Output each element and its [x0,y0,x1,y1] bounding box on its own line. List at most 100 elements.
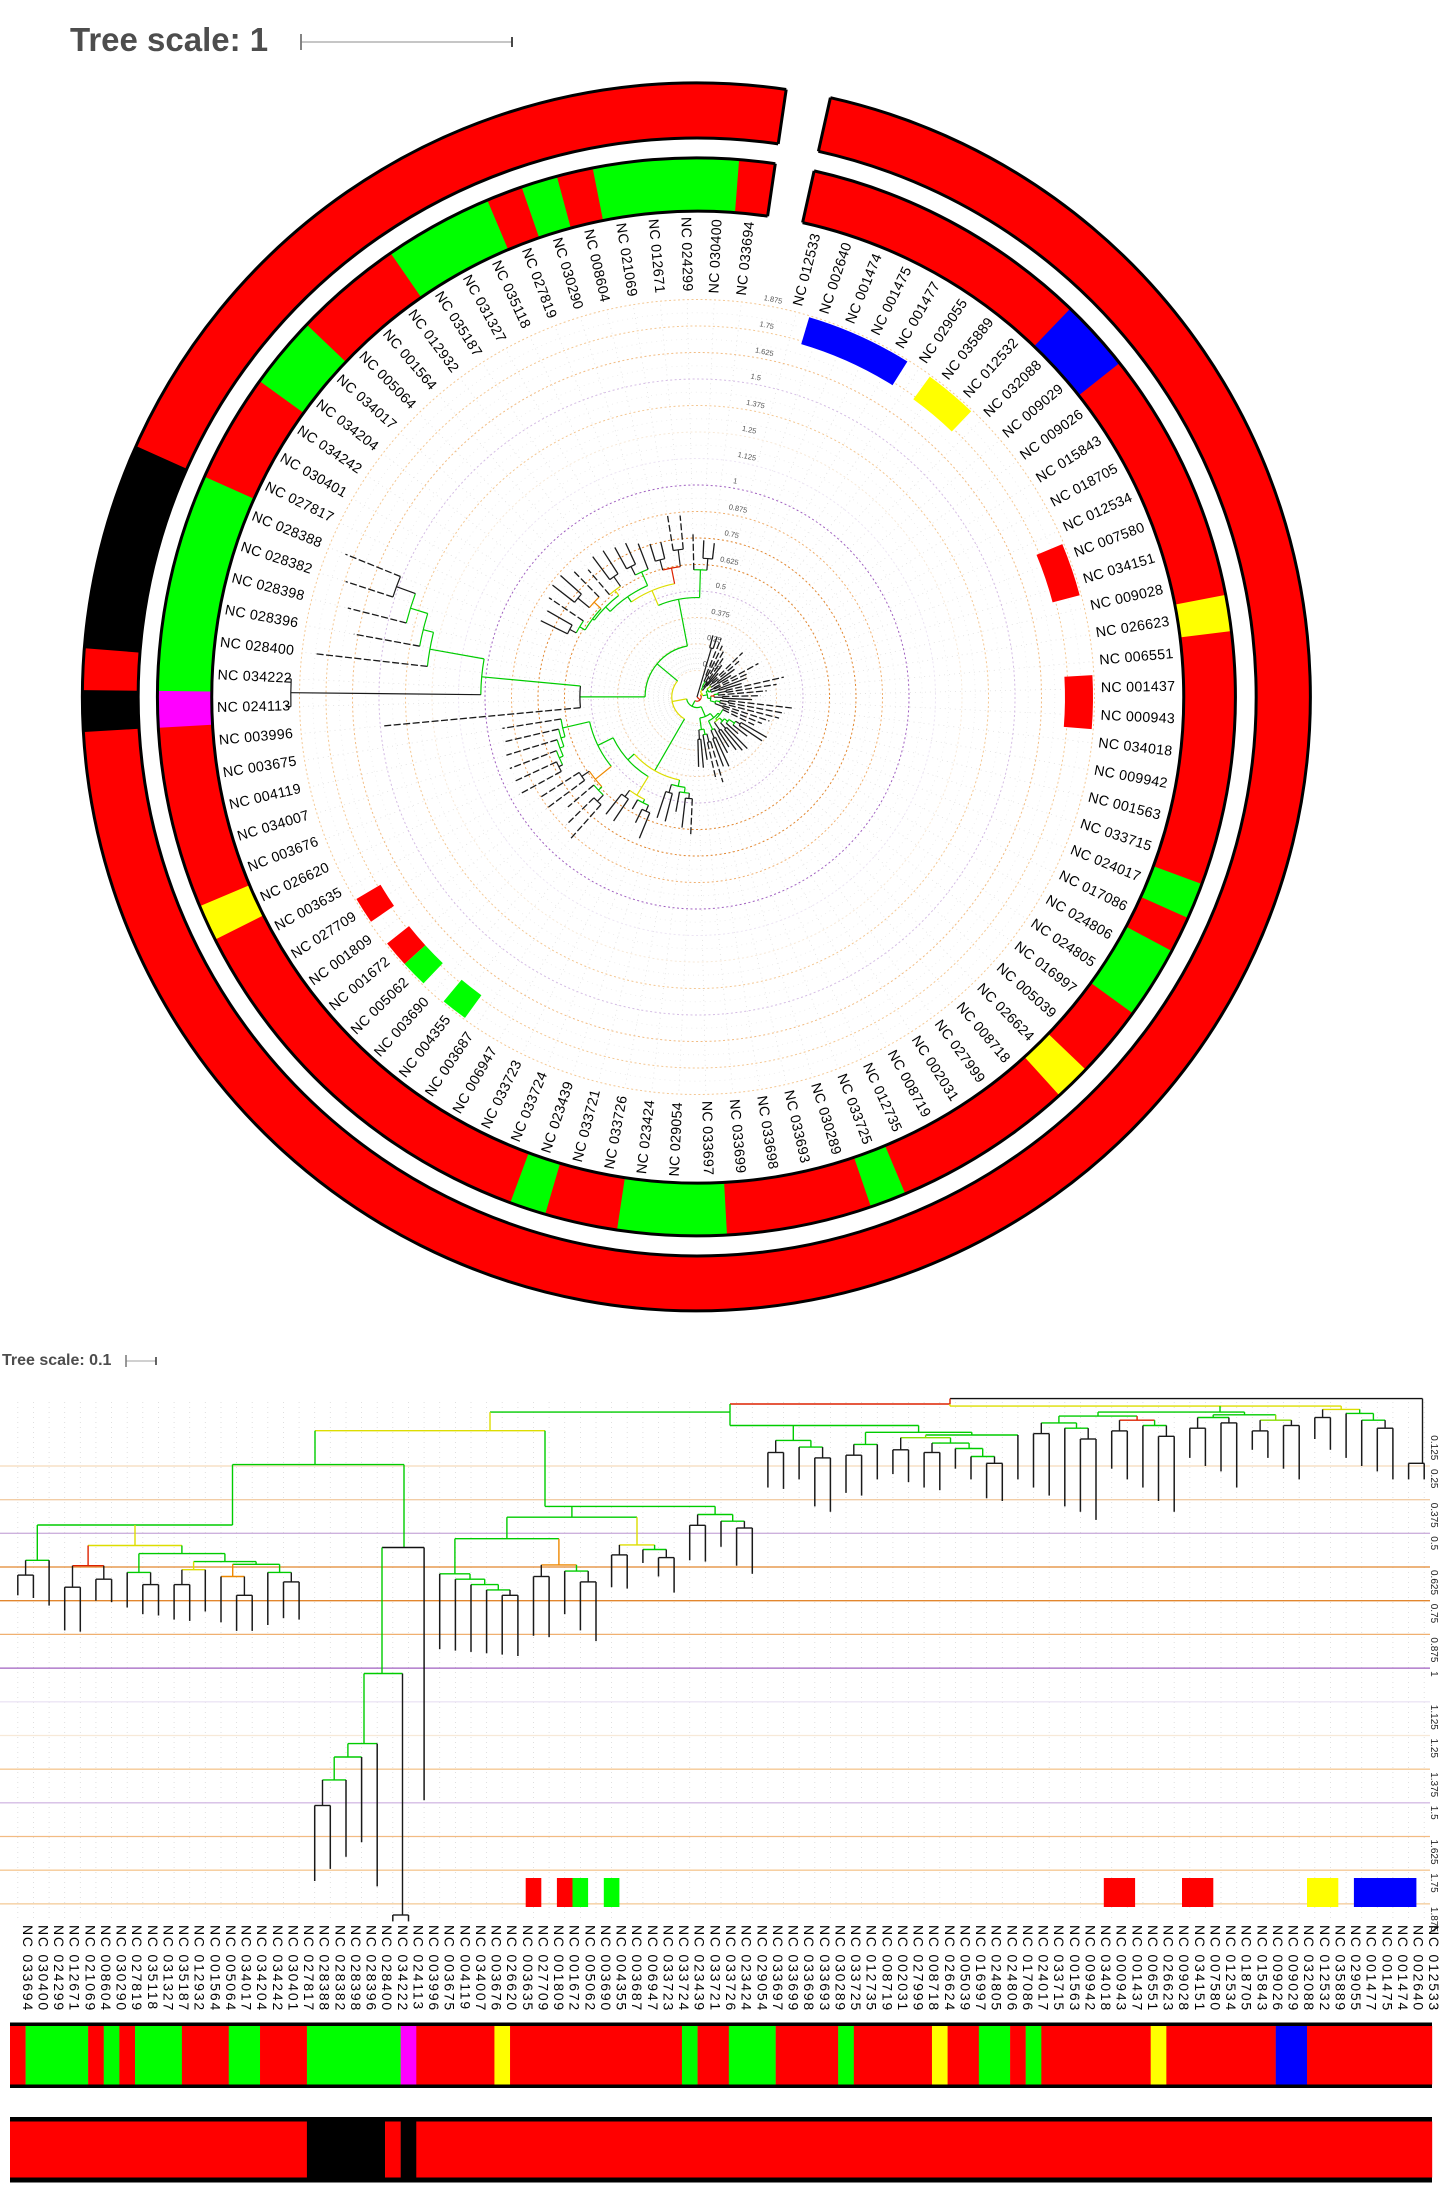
svg-text:NC 001437: NC 001437 [1101,679,1176,697]
svg-text:NC 028382: NC 028382 [332,1925,348,2012]
svg-text:NC 001475: NC 001475 [1379,1925,1395,2012]
svg-text:NC 034017: NC 034017 [239,1925,255,2012]
svg-text:0.375: 0.375 [1428,1503,1439,1528]
svg-text:NC 024017: NC 024017 [1036,1925,1052,2012]
svg-text:NC 035889: NC 035889 [1332,1925,1348,2012]
svg-text:NC 012671: NC 012671 [67,1925,83,2012]
svg-text:NC 030400: NC 030400 [706,219,725,294]
svg-text:NC 005039: NC 005039 [957,1925,973,2012]
svg-text:NC 033725: NC 033725 [848,1925,864,2012]
svg-text:NC 029055: NC 029055 [1348,1925,1364,2012]
svg-text:NC 009029: NC 009029 [1286,1925,1302,2012]
svg-text:NC 004119: NC 004119 [457,1925,473,2011]
svg-text:NC 012534: NC 012534 [1223,1925,1239,2012]
svg-text:1.75: 1.75 [1428,1873,1439,1893]
svg-text:NC 024113: NC 024113 [217,698,291,716]
svg-text:NC 003675: NC 003675 [442,1925,458,2012]
svg-text:NC 001477: NC 001477 [1364,1925,1380,2012]
svg-text:NC 029054: NC 029054 [667,1102,686,1177]
svg-text:NC 006947: NC 006947 [645,1925,661,2012]
svg-text:NC 023439: NC 023439 [692,1925,708,2012]
svg-text:NC 012932: NC 012932 [192,1925,208,2012]
svg-text:NC 032088: NC 032088 [1301,1925,1317,2012]
svg-text:Tree scale: 1: Tree scale: 1 [70,21,268,58]
svg-text:NC 027709: NC 027709 [536,1925,552,2012]
svg-text:NC 005064: NC 005064 [223,1925,239,2012]
svg-text:NC 033724: NC 033724 [676,1925,692,2012]
svg-text:NC 003676: NC 003676 [489,1925,505,2012]
svg-text:NC 029054: NC 029054 [754,1925,770,2012]
svg-text:NC 002031: NC 002031 [895,1925,911,2012]
svg-text:NC 033715: NC 033715 [1051,1925,1067,2012]
svg-text:NC 001564: NC 001564 [207,1925,223,2012]
svg-text:NC 034222: NC 034222 [217,667,292,686]
svg-text:NC 018705: NC 018705 [1239,1925,1255,2012]
svg-text:NC 008719: NC 008719 [879,1925,895,2012]
svg-text:NC 009942: NC 009942 [1082,1925,1098,2012]
svg-text:NC 001437: NC 001437 [1129,1925,1145,2012]
svg-text:NC 004355: NC 004355 [614,1925,630,2012]
svg-text:NC 028388: NC 028388 [317,1925,333,2012]
svg-text:0.875: 0.875 [1428,1637,1439,1662]
svg-text:NC 023424: NC 023424 [739,1925,755,2012]
svg-text:NC 005062: NC 005062 [582,1925,598,2012]
svg-text:NC 015843: NC 015843 [1254,1925,1270,2012]
svg-text:0.625: 0.625 [1428,1570,1439,1595]
svg-text:NC 030289: NC 030289 [832,1925,848,2012]
svg-text:1.5: 1.5 [1428,1806,1439,1820]
svg-text:NC 026623: NC 026623 [1161,1925,1177,2012]
svg-text:1: 1 [1428,1671,1439,1677]
svg-text:NC 026620: NC 026620 [504,1925,520,2012]
svg-text:NC 016997: NC 016997 [973,1925,989,2012]
svg-text:NC 026624: NC 026624 [942,1925,958,2012]
svg-text:NC 033699: NC 033699 [786,1925,802,2012]
svg-text:1.25: 1.25 [1428,1739,1439,1759]
svg-text:NC 002640: NC 002640 [1411,1925,1427,2012]
svg-text:NC 017086: NC 017086 [1020,1925,1036,2012]
svg-text:NC 027817: NC 027817 [301,1925,317,2012]
svg-text:NC 001672: NC 001672 [567,1925,583,2012]
svg-text:NC 000943: NC 000943 [1114,1925,1130,2012]
svg-text:NC 030290: NC 030290 [114,1925,130,2012]
svg-text:NC 033697: NC 033697 [770,1925,786,2012]
svg-text:NC 001563: NC 001563 [1067,1925,1083,2012]
svg-text:NC 027819: NC 027819 [129,1925,145,2012]
svg-text:NC 021069: NC 021069 [82,1925,98,2012]
svg-text:0.25: 0.25 [1428,1469,1439,1489]
svg-text:NC 034204: NC 034204 [254,1925,270,2012]
svg-text:0.5: 0.5 [1428,1536,1439,1550]
svg-text:NC 001809: NC 001809 [551,1925,567,2012]
svg-text:NC 024806: NC 024806 [1004,1925,1020,2012]
svg-text:0.125: 0.125 [1428,1435,1439,1460]
svg-text:NC 030400: NC 030400 [35,1925,51,2012]
svg-text:NC 034222: NC 034222 [395,1925,411,2012]
svg-text:NC 008604: NC 008604 [98,1925,114,2012]
svg-text:NC 027999: NC 027999 [911,1925,927,2012]
svg-text:1.625: 1.625 [1428,1840,1439,1865]
svg-text:NC 028400: NC 028400 [379,1925,395,2012]
svg-text:NC 006551: NC 006551 [1145,1925,1161,2012]
svg-text:NC 012532: NC 012532 [1317,1925,1333,2012]
svg-text:NC 003690: NC 003690 [598,1925,614,2012]
svg-text:NC 034018: NC 034018 [1098,1925,1114,2012]
svg-text:NC 033726: NC 033726 [723,1925,739,2012]
svg-text:NC 033721: NC 033721 [707,1925,723,2012]
svg-text:NC 003635: NC 003635 [520,1925,536,2012]
svg-text:NC 012533: NC 012533 [1426,1925,1440,2012]
svg-text:NC 009028: NC 009028 [1176,1925,1192,2012]
svg-text:NC 031327: NC 031327 [161,1925,177,2012]
svg-text:NC 034007: NC 034007 [473,1925,489,2012]
svg-text:NC 035187: NC 035187 [176,1925,192,2012]
svg-text:NC 012735: NC 012735 [864,1925,880,2012]
svg-text:NC 034242: NC 034242 [270,1925,286,2012]
svg-text:NC 033697: NC 033697 [698,1101,716,1176]
svg-text:NC 030401: NC 030401 [286,1925,302,2012]
svg-text:NC 034151: NC 034151 [1192,1925,1208,2012]
svg-text:NC 024113: NC 024113 [411,1925,427,2011]
svg-text:NC 009026: NC 009026 [1270,1925,1286,2012]
svg-text:NC 028396: NC 028396 [364,1925,380,2012]
svg-text:NC 007580: NC 007580 [1207,1925,1223,2012]
svg-text:NC 024805: NC 024805 [989,1925,1005,2012]
svg-text:0.75: 0.75 [1428,1604,1439,1624]
svg-text:NC 003687: NC 003687 [629,1925,645,2012]
